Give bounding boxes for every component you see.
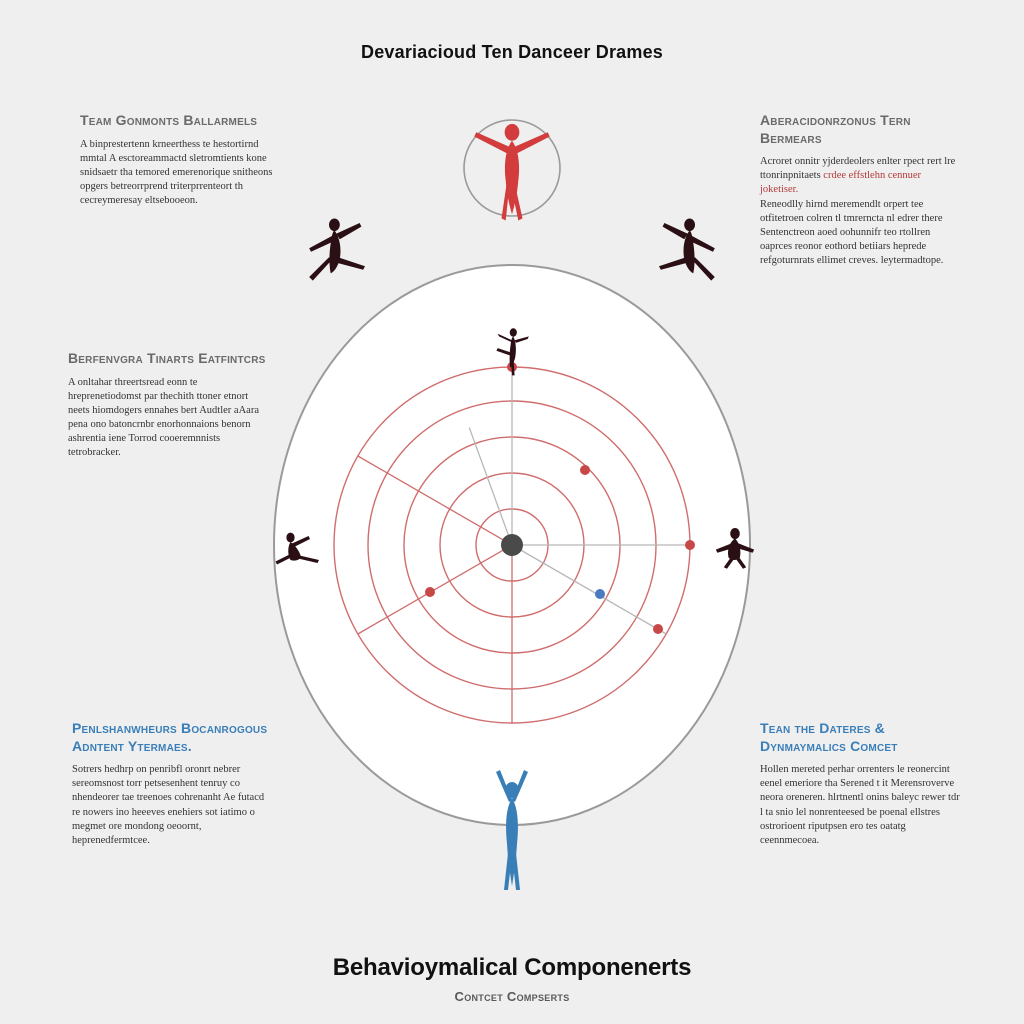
dancer-upper-right-icon [659,219,715,281]
block-body: Hollen mereted perhar orrenters le reone… [760,763,960,848]
block-heading: Penlshanwheurs Bocanrogous Adntent Yterm… [72,720,272,755]
block-heading: Tean the Dateres & Dynmaymalics Comcet [760,720,960,755]
center-dot [501,534,523,556]
node-4 [425,587,435,597]
block-body: A onltahar threertsread eonn te hreprene… [68,376,268,461]
block-body: Acroret onnitr yjderdeolers enlter rpect… [760,155,960,268]
block-mid-left: Berfenvgra Tinarts Eatfintcrs A onltahar… [68,350,268,461]
block-heading: Aberacidonrzonus Tern Bermears [760,112,960,147]
block-heading: Berfenvgra Tinarts Eatfintcrs [68,350,268,368]
node-5 [595,589,605,599]
node-2 [653,624,663,634]
block-bottom-left: Penlshanwheurs Bocanrogous Adntent Yterm… [72,720,272,848]
dancer-upper-left-icon [309,219,365,281]
bottom-title: Behavioymalical Componenerts [0,954,1024,982]
block-top-right: Aberacidonrzonus Tern Bermears Acroret o… [760,112,960,268]
infographic-canvas: Devariacioud Ten Danceer Drames [0,0,1024,1024]
block-heading: Team Gonmonts Ballarmels [80,112,280,130]
block-bottom-right: Tean the Dateres & Dynmaymalics Comcet H… [760,720,960,848]
block-top-left: Team Gonmonts Ballarmels A binpresterten… [80,112,280,208]
node-3 [580,465,590,475]
block-body: Sotrers hedhrp on penribfl oronrt nebrer… [72,763,272,848]
dancer-top-center-icon [474,124,550,221]
node-1 [685,540,695,550]
block-body: A binprestertenn krneerthess te hestorti… [80,138,280,209]
bottom-subtitle: Contcet Compserts [0,989,1024,1004]
